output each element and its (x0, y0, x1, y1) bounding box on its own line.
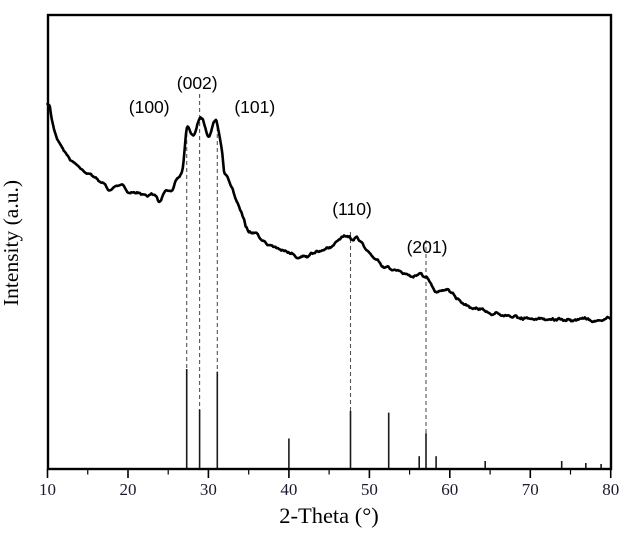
svg-text:30: 30 (200, 480, 217, 499)
svg-text:20: 20 (120, 480, 137, 499)
svg-text:80: 80 (602, 480, 619, 499)
svg-text:70: 70 (522, 480, 539, 499)
svg-text:(110): (110) (332, 199, 372, 219)
svg-text:(100): (100) (129, 97, 170, 117)
svg-text:(002): (002) (177, 73, 218, 93)
svg-text:(201): (201) (407, 237, 448, 257)
svg-text:Intensity (a.u.): Intensity (a.u.) (0, 180, 23, 306)
svg-text:10: 10 (39, 480, 56, 499)
svg-text:50: 50 (361, 480, 378, 499)
svg-text:40: 40 (280, 480, 297, 499)
svg-text:2-Theta (°): 2-Theta (°) (279, 503, 379, 528)
svg-text:60: 60 (441, 480, 458, 499)
svg-text:(101): (101) (234, 97, 275, 117)
